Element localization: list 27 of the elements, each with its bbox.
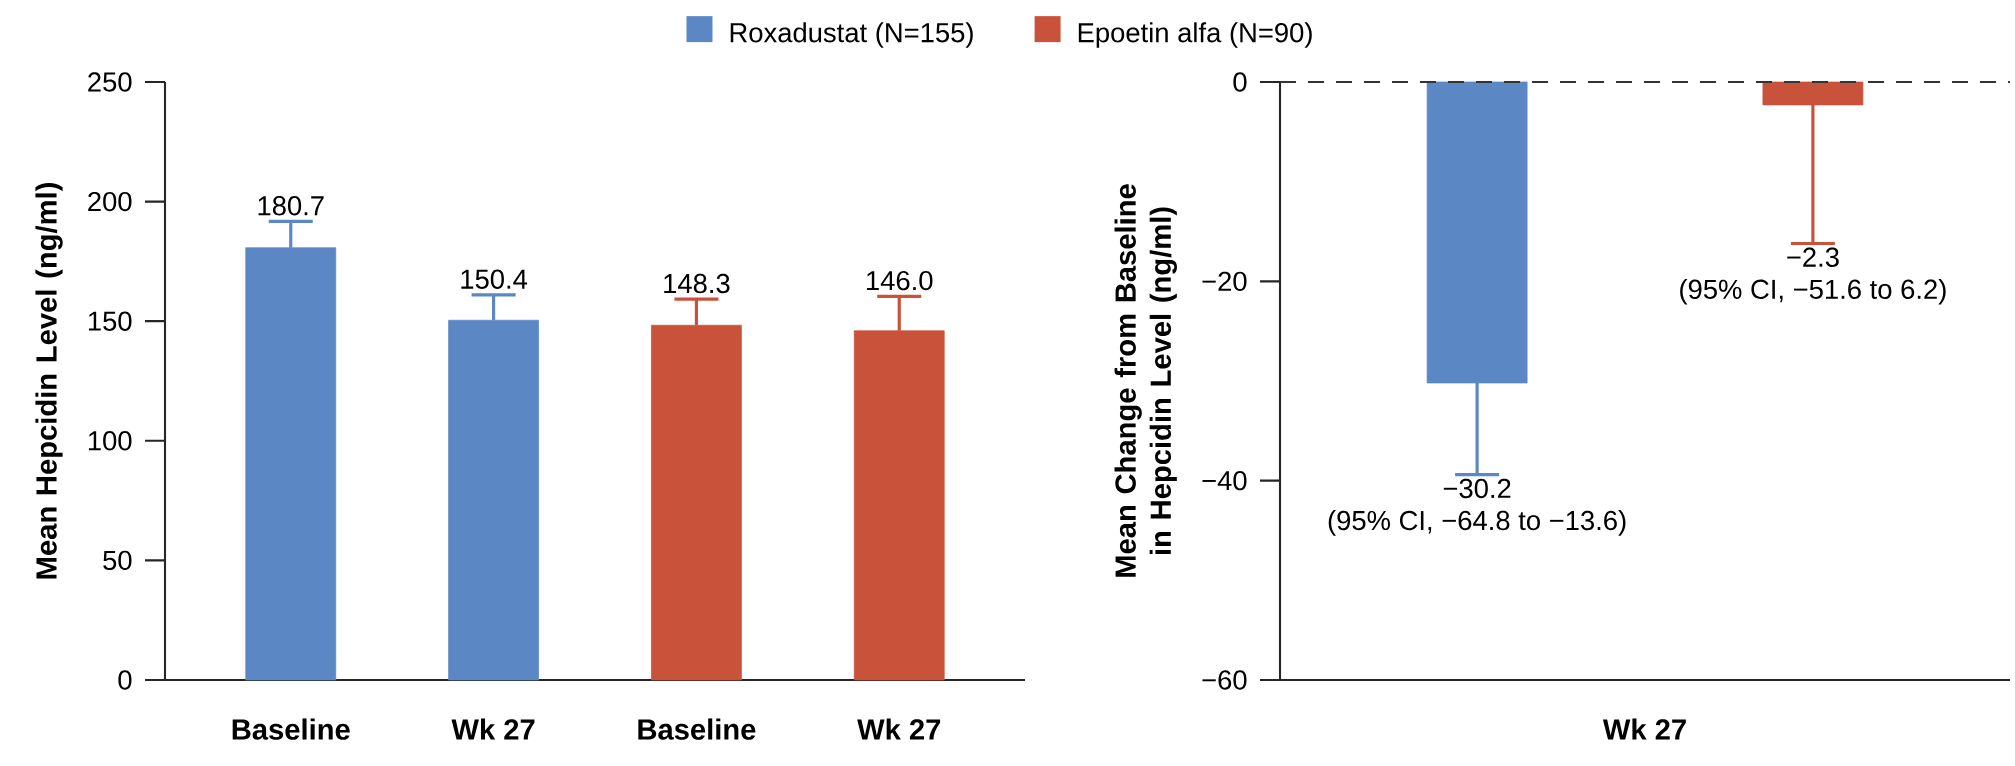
x-tick-label: Wk 27 (451, 718, 535, 740)
y-axis-title: Mean Hepcidin Level (ng/ml) (35, 183, 63, 579)
x-tick-label: Baseline (638, 718, 756, 740)
annotation: −2.3 (1787, 247, 1839, 267)
y-tick-label: 100 (88, 431, 132, 451)
x-tick-label: Wk 27 (1602, 718, 1686, 740)
y-tick-label: 200 (88, 191, 132, 212)
y-tick-label: 0 (1233, 72, 1247, 92)
y-tick-label: 0 (118, 670, 132, 690)
y-tick-label: 250 (88, 72, 132, 92)
data-label: 148.3 (664, 273, 730, 294)
y-tick-label: 50 (103, 550, 132, 571)
y-tick-label: 150 (88, 311, 132, 331)
x-tick-label: Baseline (232, 718, 350, 740)
y-tick-label: −60 (1202, 670, 1247, 690)
annotation: (95% CI, −64.8 to −13.6) (1328, 510, 1626, 536)
y-tick-label: −20 (1202, 271, 1247, 292)
annotation: −30.2 (1443, 478, 1511, 499)
annotation: (95% CI, −51.6 to 6.2) (1680, 278, 1946, 305)
y-axis-title: Mean Change from Baseline in Hepcidin Level (ng/ml) (1114, 184, 1177, 577)
y-tick-label: −40 (1202, 470, 1247, 491)
data-label: 150.4 (461, 269, 528, 289)
data-label: 180.7 (258, 196, 324, 216)
legend-label: Epoetin alfa (N=90) (1078, 22, 1312, 48)
x-tick-label: Wk 27 (857, 718, 941, 740)
data-label: 146.0 (867, 270, 933, 291)
legend-label: Roxadustat (N=155) (730, 22, 973, 48)
